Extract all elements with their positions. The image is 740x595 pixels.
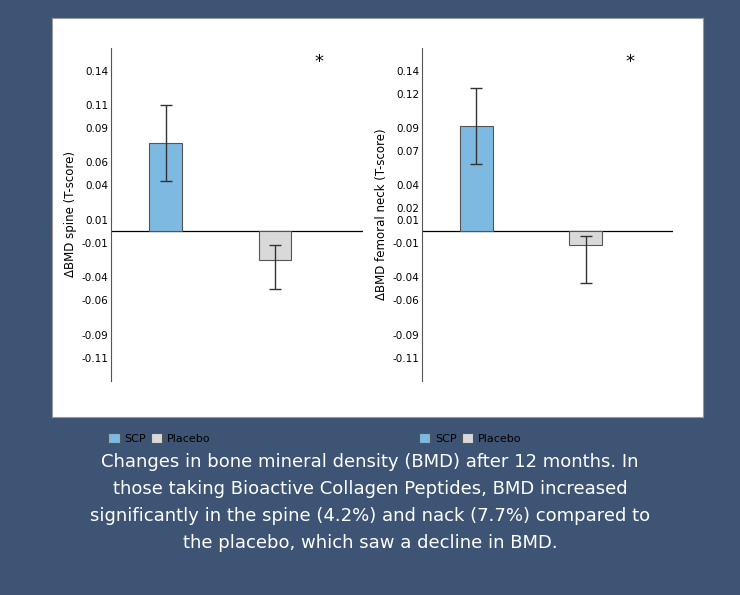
Bar [570,231,602,245]
Y-axis label: ΔBMD femoral neck (T-score): ΔBMD femoral neck (T-score) [375,129,388,300]
Y-axis label: ΔBMD spine (T-score): ΔBMD spine (T-score) [64,151,77,277]
Legend: SCP, Placebo: SCP, Placebo [415,429,525,449]
Bar [259,231,292,260]
Text: *: * [314,54,323,71]
Legend: SCP, Placebo: SCP, Placebo [104,429,215,449]
Text: *: * [625,54,634,71]
Bar [149,143,182,231]
Text: Changes in bone mineral density (BMD) after 12 months. In
those taking Bioactive: Changes in bone mineral density (BMD) af… [90,453,650,552]
Bar [460,126,493,231]
